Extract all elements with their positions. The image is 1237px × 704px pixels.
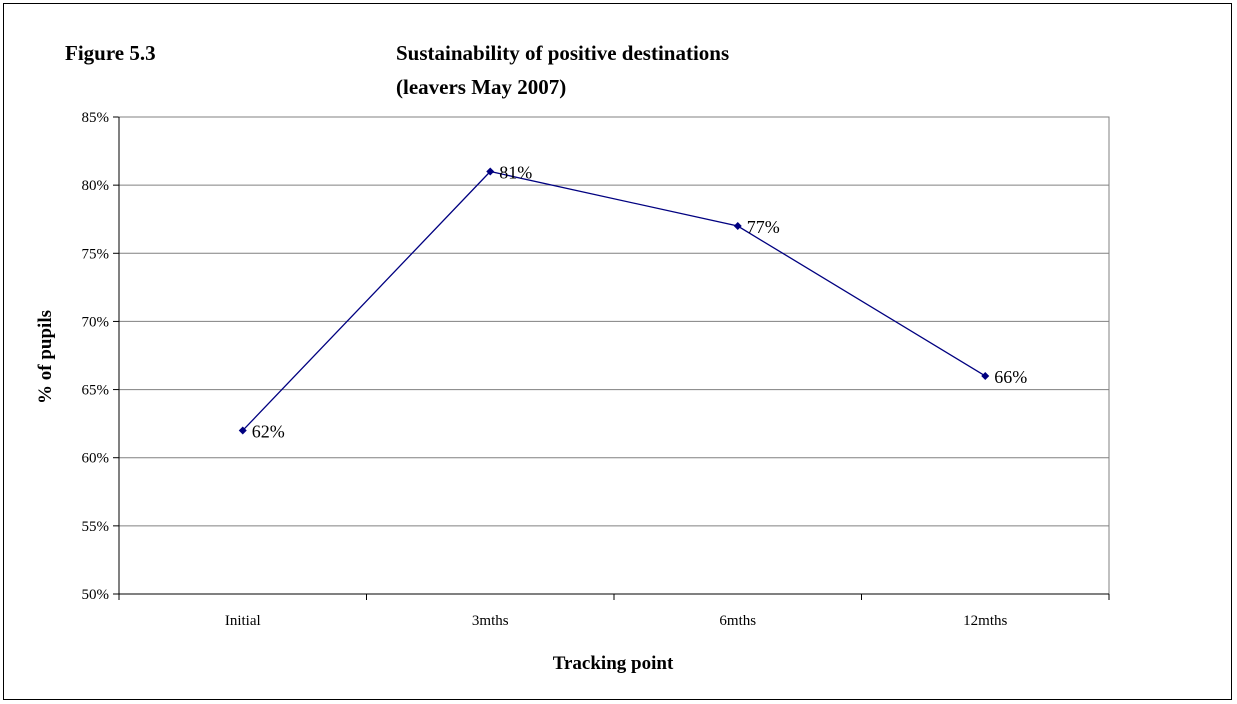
y-tick-label: 80% <box>82 178 110 194</box>
chart-title-line-1: Sustainability of positive destinations <box>396 41 729 65</box>
y-tick-label: 70% <box>82 314 110 330</box>
chart-title-line-2: (leavers May 2007) <box>396 75 566 99</box>
data-label: 77% <box>747 217 780 237</box>
y-tick-label: 50% <box>82 587 110 603</box>
plot-area: 50% 55% 60% 65% 70% 75% 80% 85% Initial 3mths 6mth… <box>82 110 1110 629</box>
data-label: 81% <box>499 163 532 183</box>
x-tick-label: 6mths <box>719 613 756 629</box>
x-tick-label: 12mths <box>963 613 1007 629</box>
y-axis-title: % of pupils <box>35 310 56 404</box>
y-tick-label: 85% <box>82 110 110 126</box>
data-point-marker <box>486 167 495 176</box>
data-point-marker <box>238 426 247 435</box>
y-tick-label: 65% <box>82 383 110 399</box>
plot-border <box>118 116 1110 595</box>
figure-frame <box>3 3 1232 700</box>
y-tick-label: 55% <box>82 519 110 535</box>
series-line <box>242 170 986 431</box>
x-tick-label: 3mths <box>472 613 509 629</box>
x-tick-label: Initial <box>225 613 261 629</box>
data-label: 66% <box>994 367 1027 387</box>
y-tick-label: 60% <box>82 451 110 467</box>
x-axis-title: Tracking point <box>553 653 674 674</box>
data-point-marker <box>733 222 742 231</box>
y-tick-label: 75% <box>82 246 110 262</box>
figure-label: Figure 5.3 <box>65 41 156 65</box>
data-point-marker <box>981 371 990 380</box>
data-label: 62% <box>252 421 285 441</box>
